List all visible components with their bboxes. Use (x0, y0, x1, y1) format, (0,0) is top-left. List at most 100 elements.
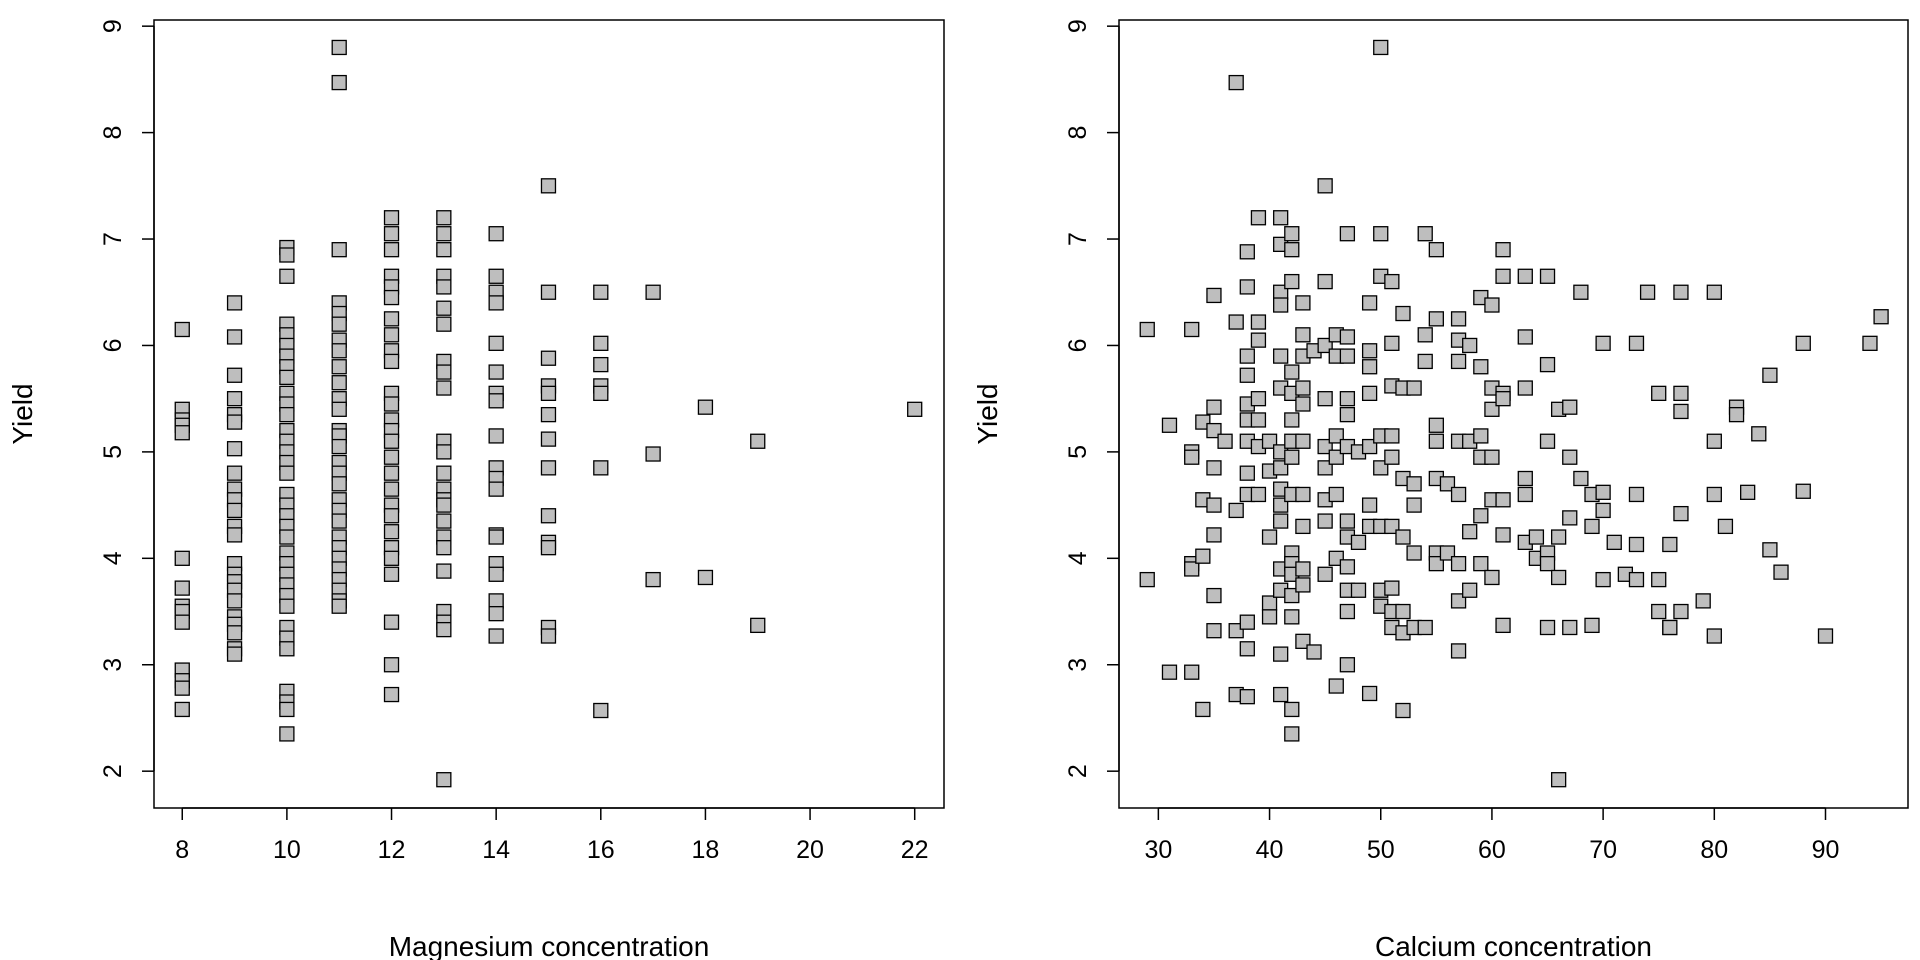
point (750, 617, 766, 634)
point (540, 540, 557, 556)
point (1606, 534, 1622, 551)
point (1562, 449, 1578, 465)
point (488, 593, 504, 609)
y-tick-label: 9 (99, 19, 127, 33)
point (488, 481, 504, 497)
point (1762, 542, 1778, 558)
point (1339, 391, 1356, 407)
point (1395, 702, 1411, 719)
point (1284, 412, 1300, 428)
point (331, 343, 347, 359)
point (1239, 465, 1255, 481)
point (1361, 685, 1378, 702)
point (1562, 619, 1578, 636)
point (331, 401, 347, 417)
point (279, 465, 295, 481)
point (1706, 628, 1722, 644)
point (1384, 449, 1400, 465)
point (1239, 614, 1255, 630)
point (1295, 486, 1311, 503)
point (1184, 664, 1200, 680)
point (1373, 39, 1389, 56)
point (1428, 417, 1444, 433)
point (383, 508, 400, 524)
y-tick-label: 8 (99, 126, 127, 140)
point (1228, 74, 1244, 91)
point (645, 284, 661, 300)
point (488, 529, 504, 545)
point (540, 460, 557, 476)
point (1317, 513, 1333, 529)
point (226, 414, 243, 430)
point (383, 449, 400, 465)
point (1628, 335, 1645, 351)
point (1273, 297, 1289, 313)
point (1517, 470, 1533, 487)
point (1261, 595, 1278, 611)
point (1295, 380, 1311, 396)
point (1239, 641, 1255, 657)
point (436, 226, 452, 242)
point (488, 566, 504, 582)
point (540, 178, 557, 194)
point (1361, 295, 1378, 311)
point (1250, 314, 1267, 330)
point (1462, 582, 1478, 598)
point (1406, 476, 1422, 492)
point (174, 680, 190, 696)
point (1339, 603, 1356, 620)
point (1495, 391, 1511, 407)
y-tick-label: 2 (99, 764, 127, 778)
point (1751, 426, 1767, 442)
y-tick-label: 9 (1064, 19, 1092, 33)
point (1206, 623, 1222, 639)
point (1628, 536, 1645, 553)
point (279, 598, 295, 614)
point (1817, 628, 1834, 644)
point (1161, 664, 1178, 680)
point (1562, 399, 1578, 415)
y-tick-label: 6 (1064, 339, 1092, 353)
point (1273, 686, 1289, 703)
point (1395, 305, 1411, 322)
y-tick-label: 6 (99, 339, 127, 353)
point (331, 316, 347, 332)
point (1428, 242, 1444, 258)
x-tick-label: 70 (1589, 836, 1617, 864)
point (1384, 580, 1400, 596)
point (331, 242, 347, 258)
point (1206, 460, 1222, 476)
point (1139, 321, 1155, 338)
point (1250, 391, 1267, 407)
x-tick-label: 10 (273, 836, 301, 864)
point (1161, 417, 1178, 433)
point (1795, 483, 1811, 499)
point (1528, 529, 1545, 545)
point (383, 327, 400, 343)
point (593, 335, 609, 351)
point (1473, 359, 1489, 375)
point (1406, 497, 1422, 513)
point (1595, 502, 1611, 519)
point (1228, 502, 1244, 519)
point (1139, 571, 1155, 588)
point (1473, 555, 1489, 572)
y-tick-label: 4 (1064, 551, 1092, 565)
point (1273, 210, 1289, 226)
point (1762, 367, 1778, 383)
point (488, 226, 504, 242)
point (1873, 309, 1889, 325)
point (697, 569, 714, 586)
point (383, 289, 400, 306)
point (1195, 548, 1211, 564)
point (1339, 513, 1356, 529)
point (1250, 412, 1267, 428)
point (1450, 311, 1467, 327)
point (1206, 587, 1222, 604)
point (1339, 559, 1356, 575)
point (488, 335, 504, 351)
point (436, 316, 452, 332)
point (436, 364, 452, 380)
point (1361, 497, 1378, 513)
point (1195, 701, 1211, 718)
